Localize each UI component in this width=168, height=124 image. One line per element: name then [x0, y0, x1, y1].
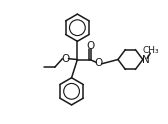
Text: O: O [86, 41, 94, 51]
Text: O: O [95, 58, 103, 68]
Text: N: N [142, 55, 150, 64]
Text: O: O [61, 54, 70, 64]
Text: CH₃: CH₃ [143, 46, 159, 55]
